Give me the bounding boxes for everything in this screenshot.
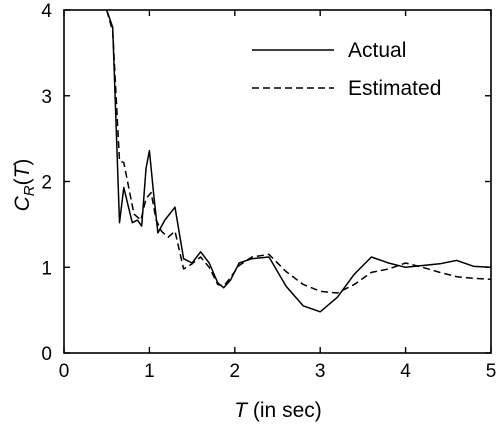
ticks: 0 1 2 3 4 5 0 1 2 3 4: [41, 1, 496, 382]
plot-frame: [63, 9, 492, 354]
x-tick-label: 4: [400, 361, 411, 382]
legend: Actual Estimated: [252, 39, 441, 100]
legend-label-estimated: Estimated: [348, 77, 441, 100]
y-axis-label: CR(T): [11, 159, 38, 212]
y-tick-label: 0: [41, 344, 52, 365]
x-tick-label: 2: [230, 361, 241, 382]
series-line-actual: [105, 10, 491, 313]
x-axis-label: T (in sec): [234, 399, 322, 422]
x-axis-label-unit: (in sec): [247, 399, 322, 422]
y-axis-label-paren-open: (: [11, 178, 34, 185]
plot-series: [105, 10, 491, 313]
y-axis-label-base: C: [11, 195, 34, 211]
y-tick-label: 2: [41, 173, 52, 194]
x-tick-label: 5: [486, 361, 497, 382]
series-line-estimated: [105, 10, 491, 294]
legend-label-actual: Actual: [348, 39, 406, 62]
x-axis-label-variable: T: [234, 399, 249, 422]
y-tick-label: 1: [41, 258, 52, 279]
x-tick-label: 1: [144, 361, 155, 382]
y-tick-label: 3: [41, 87, 52, 108]
x-tick-label: 0: [59, 361, 70, 382]
y-tick-label: 4: [41, 1, 52, 22]
x-tick-label: 3: [315, 361, 326, 382]
y-axis-label-subscript: R: [21, 185, 38, 196]
y-axis-label-paren-close: ): [11, 159, 34, 166]
y-axis-label-variable: T: [11, 163, 34, 178]
